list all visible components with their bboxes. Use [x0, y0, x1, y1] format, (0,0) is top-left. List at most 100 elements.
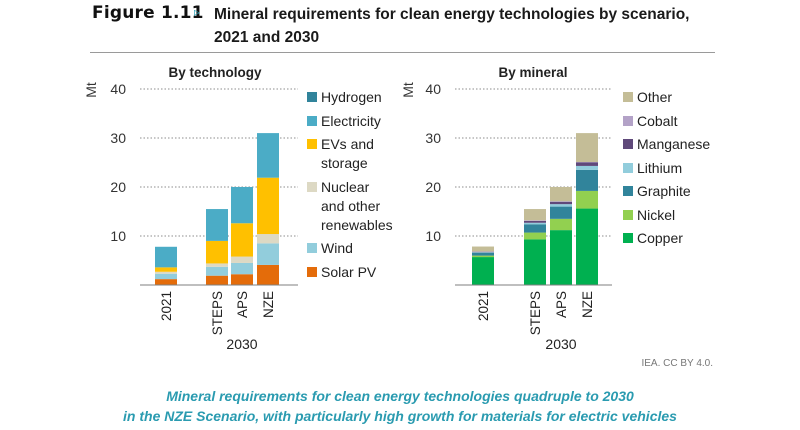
bar-segment-nickel-2021 — [472, 255, 494, 258]
bar-segment-copper-2021 — [472, 257, 494, 285]
y-tick-label: 10 — [110, 228, 126, 244]
bar-segment-graphite-aps — [550, 206, 572, 219]
bar-segment-cobalt-nze — [576, 162, 598, 163]
bar-segment-cobalt-aps — [550, 201, 572, 202]
bar-segment-solar-pv-nze — [257, 264, 279, 285]
bar-segment-other-steps — [524, 209, 546, 221]
bar-segment-wind-2021 — [155, 273, 177, 280]
bar-segment-nickel-steps — [524, 232, 546, 240]
bar-segment-wind-nze — [257, 243, 279, 265]
legend-label: Other — [637, 89, 673, 105]
bar-segment-manganese-steps — [524, 220, 546, 223]
legend-swatch-icon — [623, 92, 633, 102]
bar-segment-graphite-steps — [524, 224, 546, 233]
bar-segment-evs-and-storage-aps — [231, 223, 253, 257]
legend-label: Solar PV — [321, 263, 377, 280]
legend-label: Electricity — [321, 112, 381, 129]
legend-swatch-icon — [623, 233, 633, 243]
legend-label: Graphite — [637, 183, 691, 199]
bar-segment-lithium-nze — [576, 165, 598, 170]
legend-swatch-icon — [307, 139, 317, 149]
bar-segment-cobalt-steps — [524, 220, 546, 221]
y-tick-label: 10 — [425, 228, 441, 244]
bar-segment-copper-aps — [550, 230, 572, 285]
bar-segment-wind-steps — [206, 266, 228, 276]
legend-swatch-icon — [623, 209, 633, 220]
legend-item: Copper — [623, 229, 710, 248]
x-tick-label: APS — [235, 291, 250, 318]
bar-segment-graphite-2021 — [472, 252, 494, 256]
caption-line-2: in the NZE Scenario, with particularly h… — [123, 408, 677, 424]
x-tick-label: 2021 — [159, 291, 174, 321]
y-axis-unit-label: Mt — [83, 82, 99, 98]
x-tick-label: NZE — [580, 291, 595, 318]
legend-by-technology: Hydrogen Electricity EVs and storage Nuclea… — [307, 88, 393, 286]
legend-label: Manganese — [637, 136, 711, 152]
bar-segment-lithium-aps — [550, 204, 572, 207]
bar-segment-nickel-nze — [576, 190, 598, 209]
bar-segment-solar-pv-2021 — [155, 279, 177, 285]
bar-segment-lithium-2021 — [472, 252, 494, 253]
legend-item: Wind — [307, 239, 393, 258]
bar-segment-other-nze — [576, 133, 598, 163]
bar-segment-solar-pv-aps — [231, 274, 253, 285]
legend-item: EVs and storage — [307, 135, 393, 173]
caption-line-1: Mineral requirements for clean energy te… — [166, 388, 634, 404]
figure-title: Mineral requirements for clean energy te… — [214, 6, 690, 46]
bar-segment-nuclear-and-other-renewables-2021 — [155, 271, 177, 274]
legend-item: Electricity — [307, 112, 393, 131]
legend-swatch-icon — [307, 92, 317, 102]
legend-swatch-icon — [623, 115, 633, 126]
credit-text: IEA. CC BY 4.0. — [641, 358, 713, 369]
legend-item: Nuclear and other renewables — [307, 178, 393, 235]
legend-swatch-icon — [307, 266, 317, 277]
y-tick-label: 30 — [110, 130, 126, 146]
bar-segment-evs-and-storage-nze — [257, 177, 279, 235]
legend-label: Wind — [321, 240, 353, 256]
bar-segment-lithium-steps — [524, 222, 546, 225]
y-tick-label: 20 — [110, 179, 126, 195]
bar-segment-electricity-steps — [206, 209, 228, 241]
legend-label: Hydrogen — [321, 89, 382, 105]
legend-item: Solar PV — [307, 263, 393, 282]
legend-swatch-icon — [307, 243, 317, 253]
bar-segment-solar-pv-steps — [206, 275, 228, 285]
legend-item: Other — [623, 88, 710, 107]
legend-item: Nickel — [623, 206, 710, 225]
legend-label: Lithium — [637, 159, 683, 176]
bar-segment-nuclear-and-other-renewables-nze — [257, 234, 279, 244]
legend-label: EVs and storage — [321, 136, 374, 171]
triangle-marker-icon: ▹ — [194, 5, 201, 19]
legend-item: Hydrogen — [307, 88, 393, 107]
bar-segment-manganese-aps — [550, 201, 572, 205]
legend-item: Manganese — [623, 135, 710, 154]
figure-caption: Mineral requirements for clean energy te… — [0, 386, 800, 426]
bar-segment-nickel-aps — [550, 218, 572, 231]
y-tick-label: 20 — [425, 179, 441, 195]
x-tick-label: STEPS — [528, 291, 543, 335]
bar-segment-cobalt-2021 — [472, 251, 494, 252]
legend-label: Cobalt — [637, 112, 678, 129]
legend-label: Nuclear and other renewables — [321, 178, 393, 233]
y-tick-label: 40 — [425, 81, 441, 97]
x-group-label: 2030 — [545, 336, 576, 352]
bar-segment-copper-steps — [524, 239, 546, 285]
legend-item: Cobalt — [623, 112, 710, 131]
bar-segment-graphite-nze — [576, 169, 598, 191]
x-group-label: 2030 — [226, 336, 257, 352]
figure-number: Figure 1.11 — [92, 3, 204, 23]
bar-segment-wind-aps — [231, 262, 253, 275]
legend-item: Graphite — [623, 182, 710, 201]
legend-item: Lithium — [623, 159, 710, 178]
bar-segment-copper-nze — [576, 208, 598, 285]
bar-segment-electricity-2021 — [155, 246, 177, 268]
legend-swatch-icon — [307, 115, 317, 126]
x-tick-label: 2021 — [476, 291, 491, 321]
legend-swatch-icon — [623, 162, 633, 173]
bar-segment-nuclear-and-other-renewables-aps — [231, 256, 253, 263]
x-tick-label: APS — [554, 291, 569, 318]
bar-segment-other-aps — [550, 187, 572, 202]
header-divider — [90, 52, 715, 53]
legend-by-mineral: Other Cobalt Manganese Lithium Graphite Nicke… — [623, 88, 710, 253]
bar-segment-electricity-nze — [257, 133, 279, 178]
